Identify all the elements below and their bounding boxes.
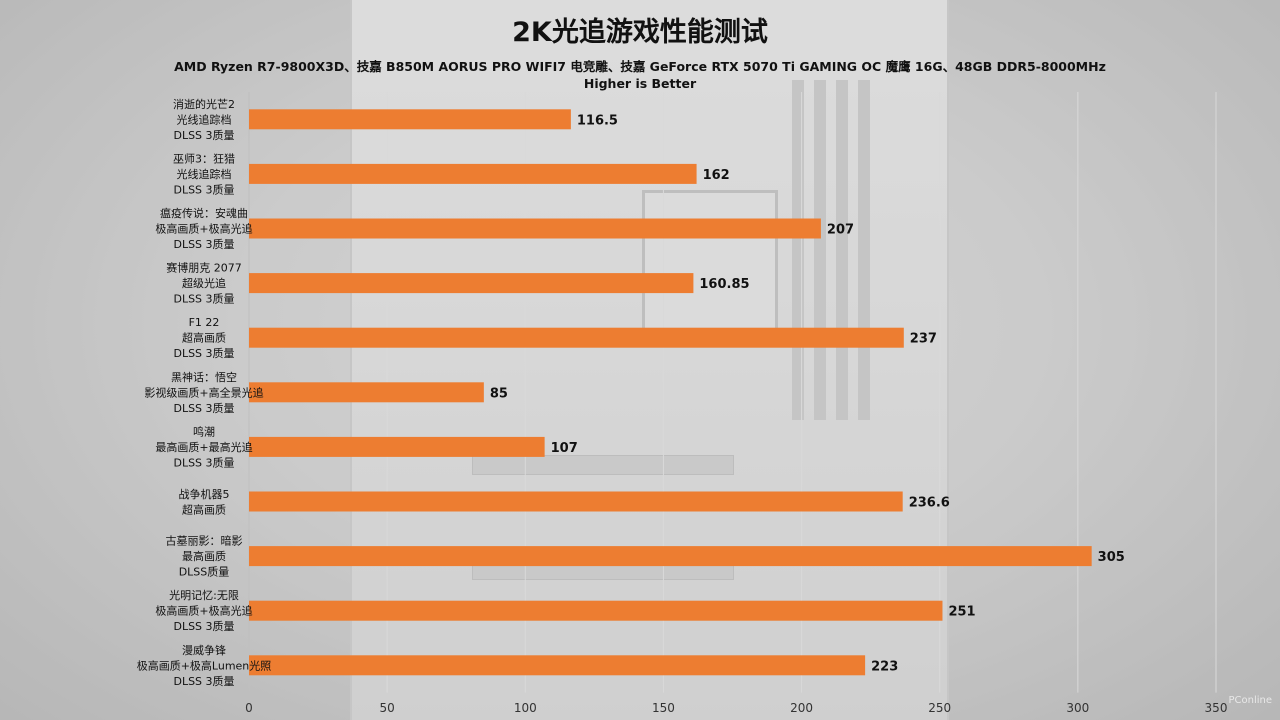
y-tick-label: 漫威争锋 xyxy=(182,643,226,657)
bar xyxy=(249,327,904,348)
y-tick-label: DLSS 3质量 xyxy=(173,402,234,415)
y-tick-label: DLSS质量 xyxy=(179,566,230,579)
y-tick-label: 消逝的光芒2 xyxy=(173,97,235,111)
y-tick-label: DLSS 3质量 xyxy=(173,293,234,306)
bar xyxy=(249,163,697,184)
y-tick-label: 超高画质 xyxy=(182,502,226,516)
x-tick-label: 100 xyxy=(514,701,537,715)
y-tick-label: DLSS 3质量 xyxy=(173,238,234,251)
cpu-socket-decoration xyxy=(642,190,778,346)
y-tick-label: 光线追踪档 xyxy=(177,112,232,126)
y-tick-label: 瘟疫传说：安魂曲 xyxy=(160,206,248,220)
y-tick-label: 影视级画质+高全景光追 xyxy=(144,385,263,399)
y-tick-label: 最高画质 xyxy=(182,549,226,563)
data-label: 160.85 xyxy=(699,277,749,292)
chart-note: Higher is Better xyxy=(583,76,697,91)
bar xyxy=(249,109,571,130)
data-label: 116.5 xyxy=(577,113,618,128)
x-tick-label: 200 xyxy=(790,701,813,715)
y-tick-label: 超级光追 xyxy=(182,276,226,290)
bar xyxy=(249,436,545,457)
y-tick-label: 黑神话：悟空 xyxy=(171,370,237,384)
y-tick-label: 极高画质+极高Lumen光照 xyxy=(137,658,272,672)
pcie-slot-decoration xyxy=(472,455,734,475)
data-label: 162 xyxy=(703,168,730,183)
data-label: 237 xyxy=(910,332,937,347)
bar xyxy=(249,273,694,294)
data-label: 251 xyxy=(948,605,975,620)
x-tick-label: 150 xyxy=(652,701,675,715)
data-label: 207 xyxy=(827,223,854,238)
chart-title: 2K光追游戏性能测试 xyxy=(512,17,768,48)
data-label: 305 xyxy=(1098,550,1125,565)
y-tick-label: F1 22 xyxy=(189,316,220,329)
y-tick-label: 赛博朋克 2077 xyxy=(166,261,242,275)
x-tick-label: 0 xyxy=(245,701,253,715)
y-tick-label: 巫师3：狂猎 xyxy=(173,151,235,165)
bar xyxy=(249,600,943,621)
y-tick-label: 光明记忆:无限 xyxy=(169,588,239,602)
data-label: 236.6 xyxy=(909,496,950,511)
y-tick-label: 鸣潮 xyxy=(193,424,215,438)
data-label: 107 xyxy=(551,441,578,456)
data-label: 223 xyxy=(871,659,898,674)
x-tick-label: 350 xyxy=(1205,701,1228,715)
y-tick-label: 最高画质+最高光追 xyxy=(155,440,252,454)
y-tick-label: 光线追踪档 xyxy=(177,167,232,181)
y-tick-label: 超高画质 xyxy=(182,331,226,345)
x-tick-label: 50 xyxy=(380,701,395,715)
chart-subtitle: AMD Ryzen R7-9800X3D、技嘉 B850M AORUS PRO … xyxy=(174,59,1106,74)
bar xyxy=(249,491,903,512)
x-tick-label: 250 xyxy=(928,701,951,715)
bar xyxy=(249,655,866,676)
bar xyxy=(249,546,1092,567)
y-tick-label: DLSS 3质量 xyxy=(173,456,234,469)
y-tick-label: 古墓丽影：暗影 xyxy=(166,534,243,548)
watermark: PConline xyxy=(1228,695,1272,706)
y-tick-label: 极高画质+极高光追 xyxy=(155,604,252,618)
data-label: 85 xyxy=(490,386,508,401)
bar xyxy=(249,382,484,403)
y-tick-label: DLSS 3质量 xyxy=(173,620,234,633)
y-tick-label: DLSS 3质量 xyxy=(173,347,234,360)
y-tick-label: DLSS 3质量 xyxy=(173,183,234,196)
y-tick-label: 战争机器5 xyxy=(179,487,230,501)
y-tick-label: DLSS 3质量 xyxy=(173,675,234,688)
bar xyxy=(249,218,821,239)
x-tick-label: 300 xyxy=(1066,701,1089,715)
y-tick-label: 极高画质+极高光追 xyxy=(155,222,252,236)
y-tick-label: DLSS 3质量 xyxy=(173,129,234,142)
